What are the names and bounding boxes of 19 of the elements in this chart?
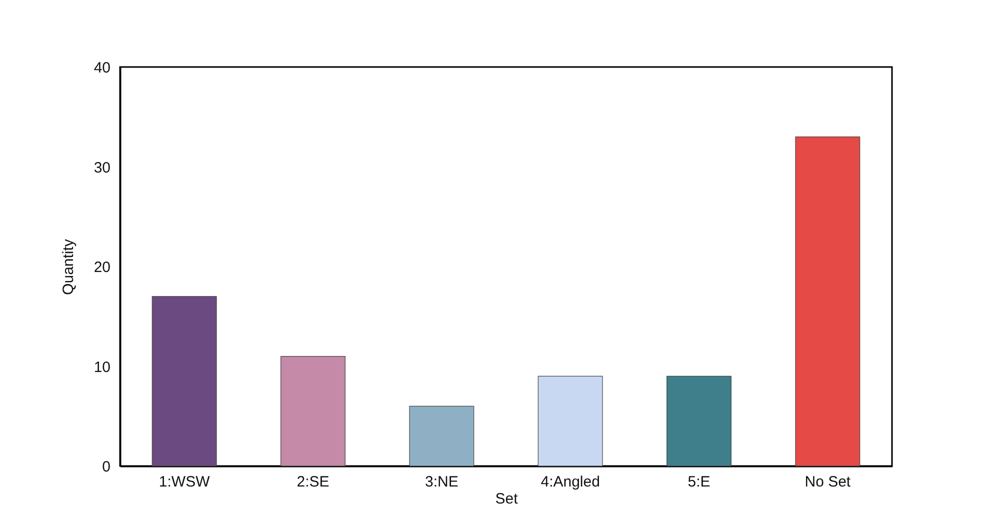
y-axis-title: Quantity (60, 238, 77, 295)
y-tick-label: 10 (94, 358, 110, 376)
bar (280, 356, 346, 466)
bar (538, 376, 603, 466)
x-tick-label: 3:NE (424, 474, 458, 490)
x-tick-label: 1:WSW (158, 474, 211, 490)
bar (666, 376, 732, 466)
bar (795, 136, 860, 466)
bar (409, 406, 474, 466)
x-tick-label: 5:E (688, 474, 710, 490)
y-tick-label: 30 (94, 159, 110, 176)
y-tick-label: 20 (94, 259, 110, 276)
y-tick-label: 0 (102, 458, 110, 476)
x-tick-label: 4:Angled (540, 474, 600, 490)
bar (152, 296, 217, 466)
x-tick-label: 2:SE (296, 474, 330, 490)
x-axis-title: Set (495, 490, 519, 508)
y-tick-label: 40 (94, 60, 110, 76)
x-tick-label: No Set (804, 474, 852, 490)
